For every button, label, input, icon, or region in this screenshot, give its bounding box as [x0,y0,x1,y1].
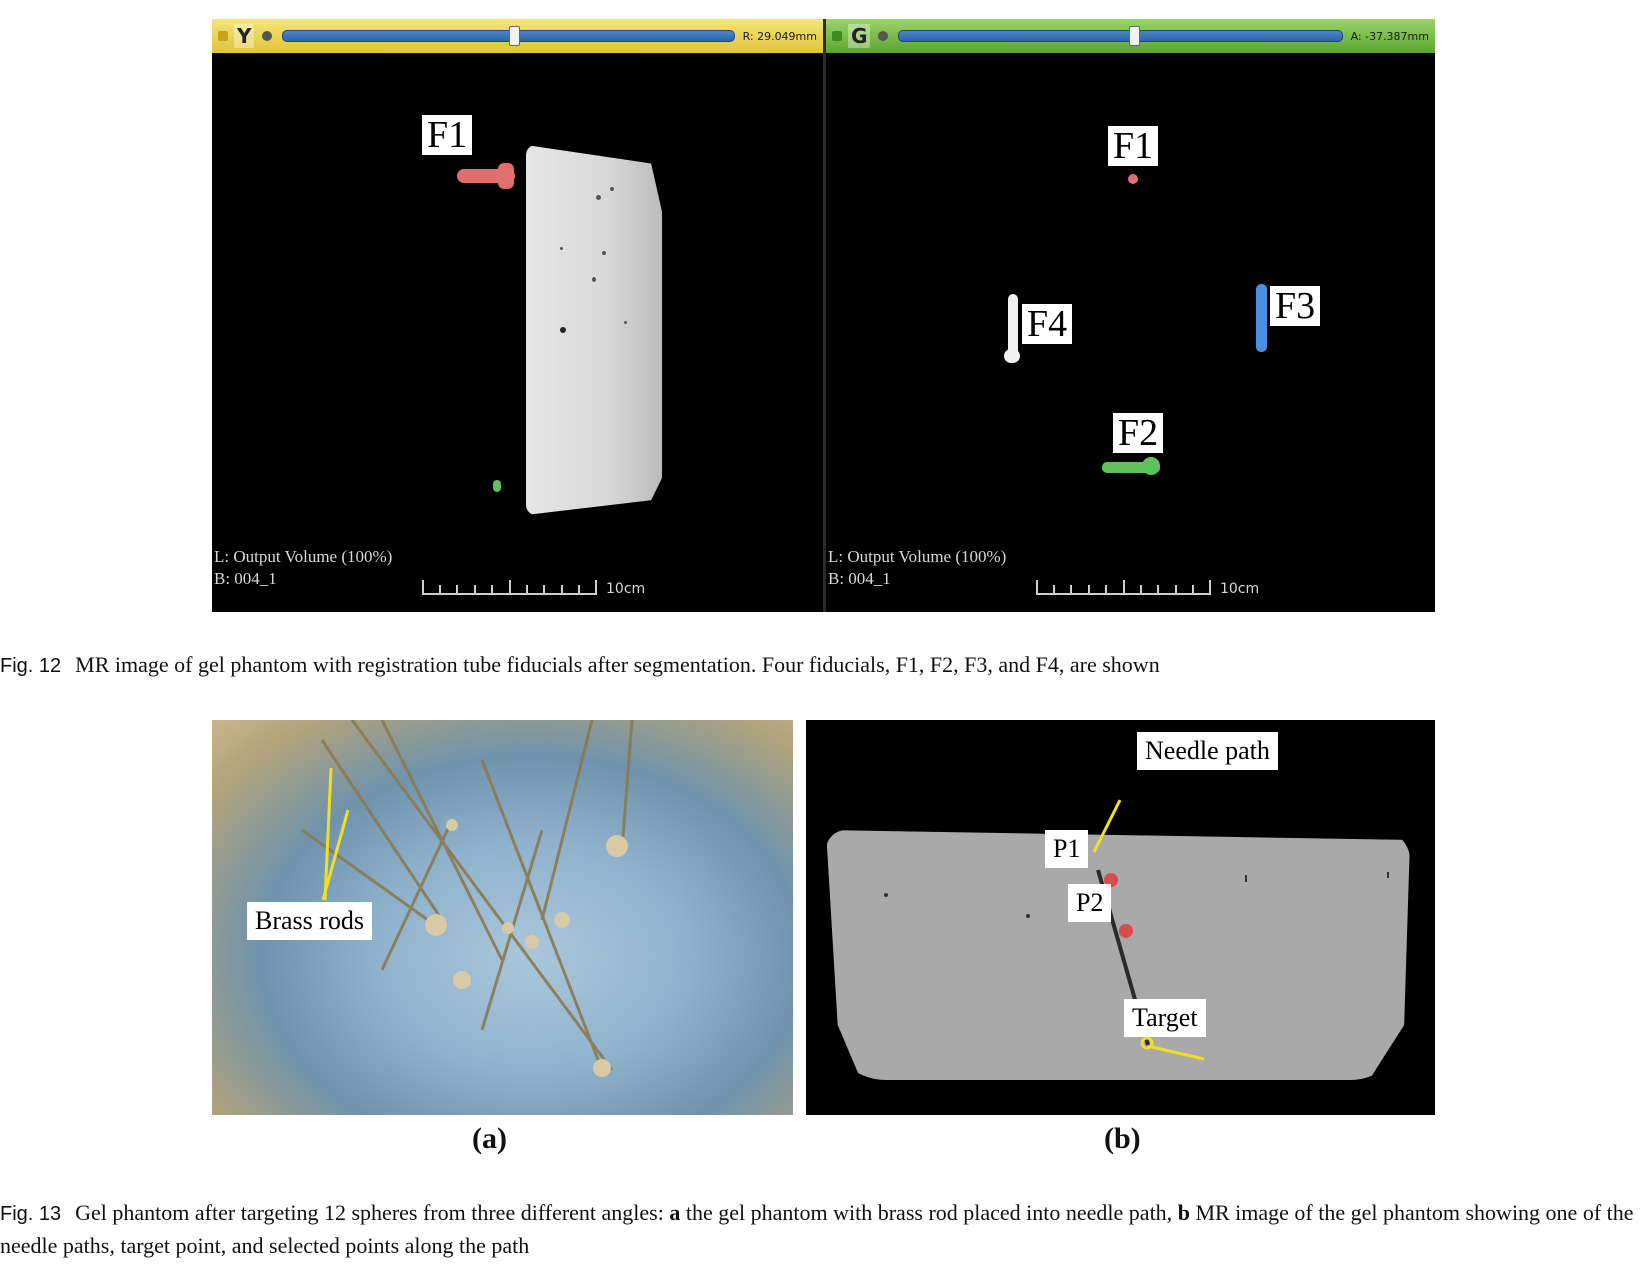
p2-callout: P2 [1068,884,1112,922]
fiducial-label-f1: F1 [1108,126,1159,166]
needle-path-callout: Needle path [1137,732,1278,770]
fiducial-f2-cap [1142,457,1160,475]
fiducial-f3-marker [1256,284,1267,352]
fiducial-label-f4: F4 [1022,304,1073,344]
scale-label: 10cm [1220,581,1260,597]
viewer-letter: Y [234,24,255,48]
fiducial-label-f3: F3 [1270,286,1321,326]
caption-text: MR image of gel phantom with registratio… [75,652,1160,677]
slice-viewer-green: G A: -37.387mm F1 F4 F3 F2 L: Output Vol… [826,19,1435,612]
speck [602,251,606,255]
gel-phantom-slab [526,145,662,515]
subfigure-label-b: (b) [1104,1122,1141,1155]
needle-path-overlay [884,799,1389,1061]
speck [592,277,596,282]
slice-slider[interactable] [282,26,735,46]
brass-rods-drawing [301,720,634,1077]
pin-icon[interactable] [218,31,228,41]
fiducial-f2-marker [1102,462,1160,473]
fiducial-f4-cap [1004,349,1020,363]
volume-label: L: Output Volume (100%) [214,547,393,566]
pin-icon[interactable] [832,31,842,41]
green-point-marker [493,480,501,492]
series-label: B: 004_1 [828,569,891,588]
slider-thumb[interactable] [508,26,520,46]
fiducial-f4-marker [1008,294,1018,362]
figure-13-caption: Fig. 13 Gel phantom after targeting 12 sp… [0,1197,1645,1262]
p1-callout: P1 [1045,830,1089,868]
gel-phantom-slab [826,830,1410,1080]
figure-12-caption: Fig. 12 MR image of gel phantom with regi… [0,649,1160,682]
scale-ruler [1036,579,1211,595]
brass-rods-callout: Brass rods [247,902,373,940]
caption-part-b: b [1177,1200,1190,1225]
figure-number: Fig. 13 [0,1203,62,1225]
speck [560,327,566,333]
speck [610,187,614,191]
caption-part-a: a [669,1200,681,1225]
target-callout: Target [1124,999,1206,1037]
caption-text: Gel phantom after targeting 12 spheres f… [75,1200,670,1225]
subfigure-label-a: (a) [472,1122,507,1155]
slice-slider[interactable] [898,26,1343,46]
viewer-toolbar-yellow: Y R: 29.049mm [212,19,823,53]
scale-label: 10cm [606,581,646,597]
volume-label: L: Output Volume (100%) [828,547,1007,566]
slice-offset-readout: R: 29.049mm [742,29,817,43]
fiducial-label-f1: F1 [422,115,473,155]
fiducial-f1-marker [1128,174,1138,184]
speck [560,247,563,250]
fiducial-label-f2: F2 [1113,413,1164,453]
mr-slice-image: Needle path P1 P2 Target [806,720,1435,1115]
slice-offset-readout: A: -37.387mm [1350,29,1429,43]
speck [596,195,601,200]
viewer-divider [823,19,826,612]
scale-ruler [422,579,597,595]
viewer-toolbar-green: G A: -37.387mm [826,19,1435,53]
figure-number: Fig. 12 [0,655,62,677]
figure-12-image: Y R: 29.049mm F1 L: Output Volume (100%)… [212,19,1435,612]
link-icon[interactable] [878,31,889,41]
slider-thumb[interactable] [1129,26,1141,46]
gel-phantom-photo: Brass rods [212,720,793,1115]
caption-text: the gel phantom with brass rod placed in… [680,1200,1178,1225]
fiducial-f1-cap [498,163,514,189]
viewer-letter: G [848,24,871,48]
slice-viewer-yellow: Y R: 29.049mm F1 L: Output Volume (100%)… [212,19,823,612]
speck [624,321,627,324]
caption-text: MR image of the gel phantom showing one … [0,1200,1634,1258]
series-label: B: 004_1 [214,569,277,588]
link-icon[interactable] [262,31,273,41]
